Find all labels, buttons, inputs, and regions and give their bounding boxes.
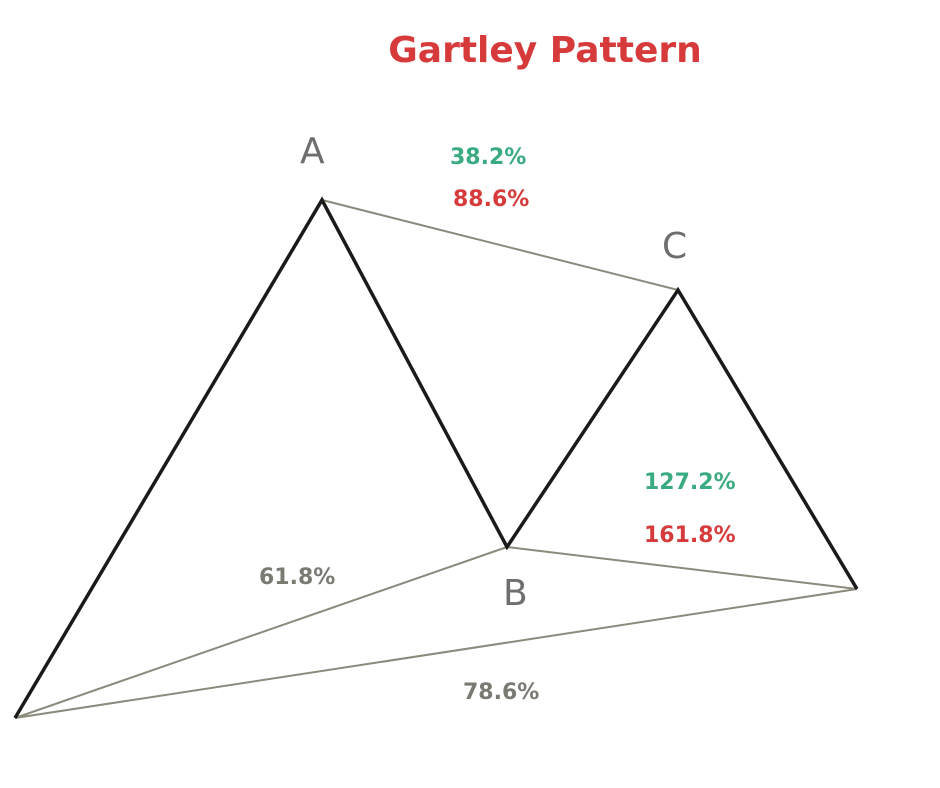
guide-x-b: [14, 546, 508, 719]
diagram-title: Gartley Pattern: [388, 30, 702, 71]
point-label-b: B: [503, 573, 528, 614]
guide-b-d: [506, 546, 858, 590]
point-label-a: A: [300, 131, 325, 172]
guide-x-d: [14, 588, 858, 719]
ratio-cd-high: 161.8%: [644, 523, 736, 548]
ratio-xd: 78.6%: [463, 680, 539, 705]
ratio-xb: 61.8%: [259, 565, 335, 590]
ratio-cd-low: 127.2%: [644, 470, 736, 495]
guide-a-c: [321, 199, 679, 291]
ratio-ac-low: 38.2%: [450, 145, 526, 170]
point-label-c: C: [662, 226, 687, 267]
ratio-ac-high: 88.6%: [453, 187, 529, 212]
pattern-legs: [13, 196, 859, 719]
